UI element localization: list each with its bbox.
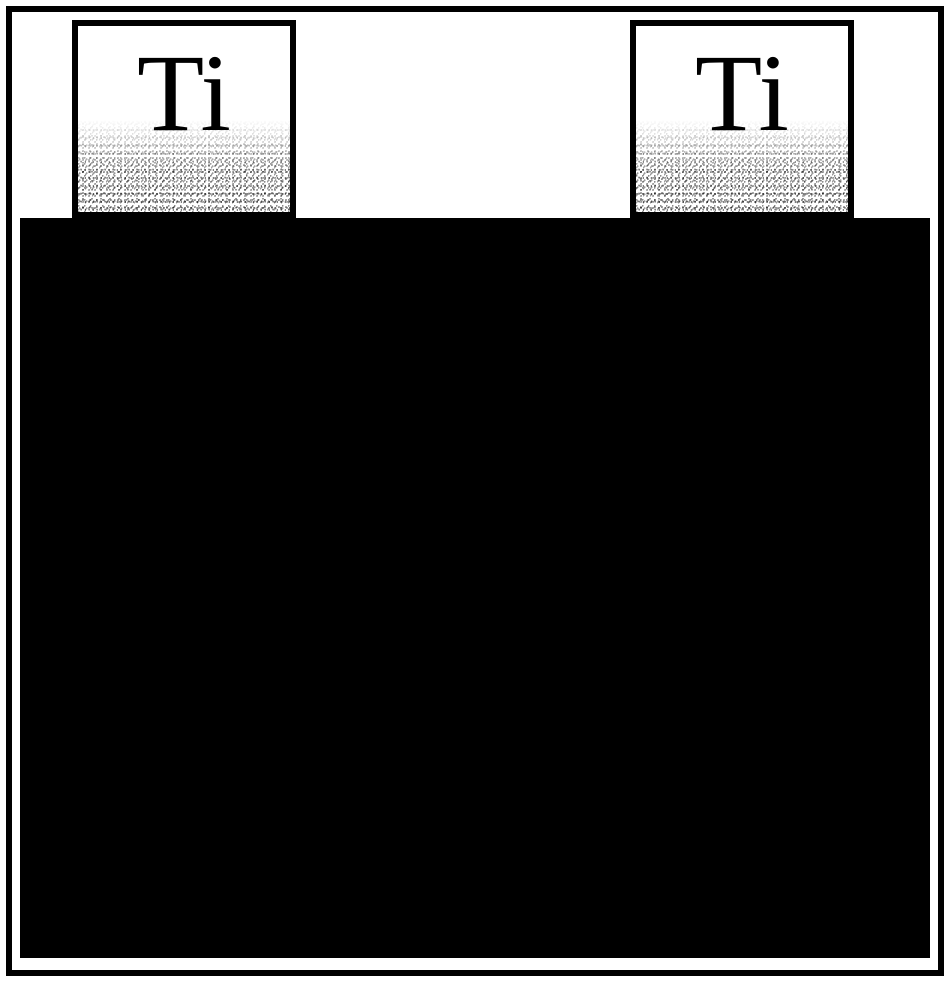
electrode-right-label: Ti bbox=[695, 32, 789, 154]
electrode-right: Ti bbox=[630, 20, 854, 218]
substrate-block bbox=[20, 218, 930, 958]
electrode-left: Ti bbox=[72, 20, 296, 218]
diagram-canvas: Ti Ti bbox=[0, 0, 950, 982]
electrode-left-label: Ti bbox=[137, 32, 231, 154]
substrate-top-texture bbox=[26, 224, 924, 264]
